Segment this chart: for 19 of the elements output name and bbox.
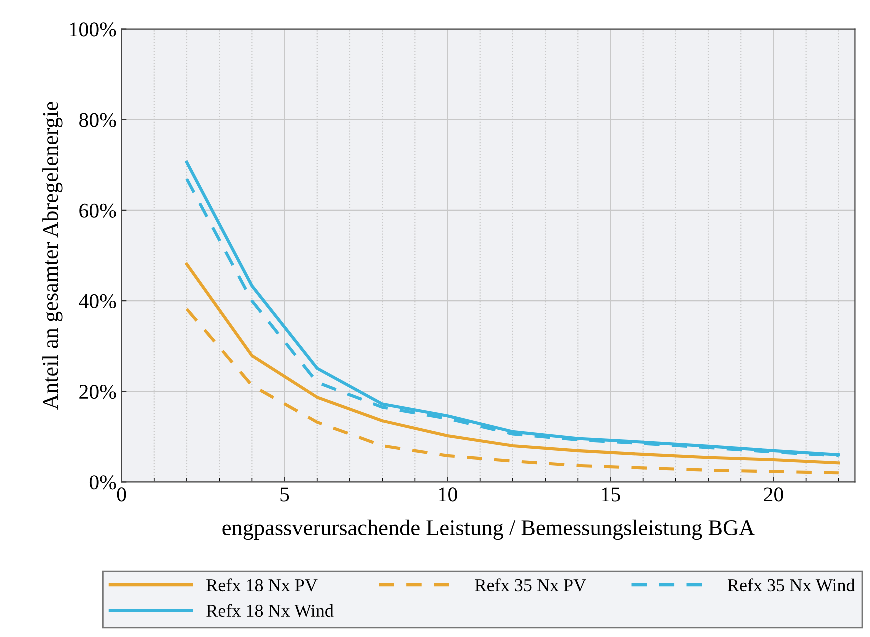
x-tick-label: 0 xyxy=(117,488,126,502)
y-tick-label: 40% xyxy=(79,294,116,309)
legend-label: Refx 18 Nx PV xyxy=(206,578,318,592)
legend-label: Refx 35 Nx Wind xyxy=(728,578,856,592)
x-tick-label: 15 xyxy=(602,488,620,502)
line-series xyxy=(185,262,840,465)
y-tick-label: 60% xyxy=(80,204,116,218)
line-series xyxy=(185,308,840,475)
legend-label: Refx 35 Nx PV xyxy=(475,578,586,592)
legend-label: Refx 18 Nx Wind xyxy=(206,604,334,618)
x-axis-title: engpassverursachende Leistung / Bemessungsleistung BGA xyxy=(222,520,755,540)
y-tick-label: 80% xyxy=(80,113,116,128)
y-tick-label: 20% xyxy=(80,385,116,400)
y-axis-title: Anteil an gesamter Abregelenergie xyxy=(42,102,63,410)
y-tick-label: 100% xyxy=(70,22,116,37)
x-tick-label: 5 xyxy=(280,488,290,502)
x-tick-label: 20 xyxy=(764,488,784,502)
x-tick-label: 10 xyxy=(439,488,458,502)
y-tick-label: 0% xyxy=(90,476,116,490)
